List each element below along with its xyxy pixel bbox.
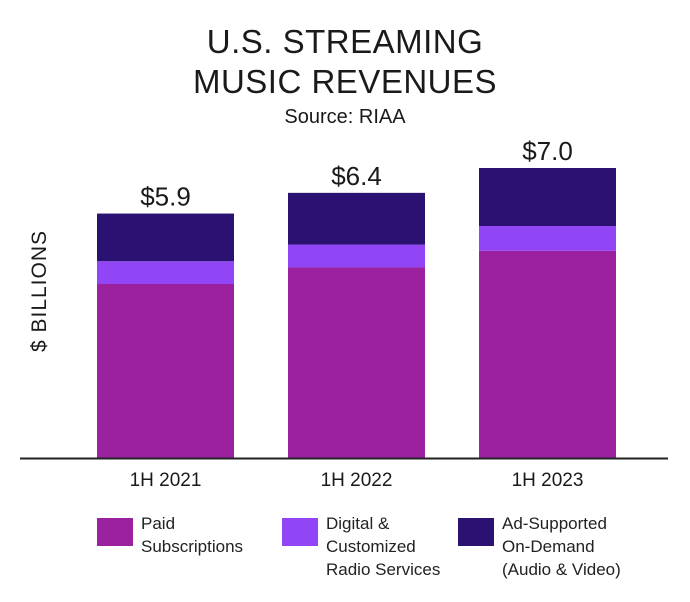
legend-label-paid: Paid Subscriptions (141, 514, 244, 556)
legend-label-ad: Ad-Supported On-Demand (Audio & Video) (502, 514, 621, 579)
stacked-bar-chart: $5.9 1H 2021 $6.4 1H 2022 $7.0 1H 2023 $ BILLI… (20, 136, 668, 491)
bar-digital-1h-2021 (97, 261, 234, 284)
chart-source: Source: RIAA (284, 106, 406, 128)
legend-label-digital: Digital & Customized Radio Services (326, 514, 441, 579)
bar-ad-1h-2022 (288, 192, 425, 245)
total-label: $6.4 (331, 161, 382, 191)
bar-ad-1h-2021 (97, 213, 234, 262)
bar-digital-1h-2023 (479, 226, 616, 251)
legend-item-digital-radio: Digital & Customized Radio Services (282, 512, 440, 581)
x-tick-label: 1H 2021 (130, 470, 202, 491)
bar-digital-1h-2022 (288, 244, 425, 268)
chart-title-line-1: U.S. STREAMING (206, 23, 484, 60)
legend-swatch-paid (97, 518, 133, 546)
x-tick-label: 1H 2023 (512, 470, 584, 491)
legend-item-ad-supported: Ad-Supported On-Demand (Audio & Video) (458, 512, 621, 581)
bar-paid-1h-2022 (288, 267, 425, 458)
total-label: $5.9 (140, 182, 191, 212)
chart-title: U.S. STREAMING MUSIC REVENUES (0, 22, 690, 102)
x-tick-label: 1H 2022 (321, 470, 393, 491)
chart-title-line-2: MUSIC REVENUES (192, 63, 498, 100)
legend-swatch-ad (458, 518, 494, 546)
bar-ad-1h-2023 (479, 168, 616, 226)
total-label: $7.0 (522, 136, 573, 166)
y-axis-label: $ BILLIONS (28, 230, 51, 352)
legend-swatch-digital (282, 518, 318, 546)
bar-paid-1h-2021 (97, 284, 234, 458)
bar-paid-1h-2023 (479, 250, 616, 458)
legend-item-paid-subscriptions: Paid Subscriptions (97, 512, 243, 558)
chart-legend: Paid Subscriptions Digital & Customized … (0, 512, 690, 592)
